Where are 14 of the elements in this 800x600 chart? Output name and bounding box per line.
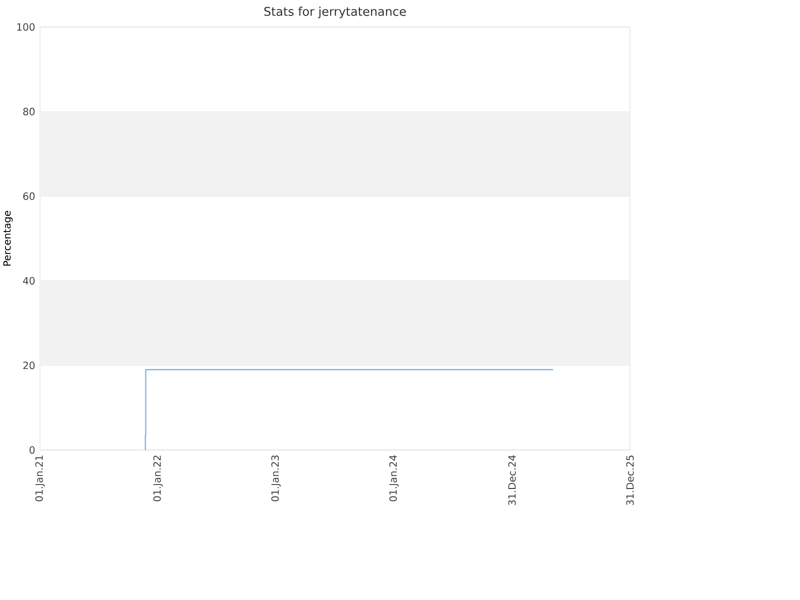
y-tick-label: 20 (23, 362, 35, 370)
x-tick-label: 31.Dec.25 (626, 456, 634, 506)
y-tick-label: 40 (23, 277, 35, 285)
x-tick-label: 31.Dec.24 (508, 455, 516, 506)
y-axis-title: Percentage (3, 210, 13, 266)
x-tick-label: 01.Jan.22 (153, 456, 163, 502)
x-tick-label: 01.Jan.24 (389, 455, 399, 502)
y-tick-label: 80 (23, 108, 35, 116)
x-tick-label: 01.Jan.21 (35, 456, 45, 502)
y-tick-label: 60 (23, 192, 35, 200)
chart-title: Stats for jerrytatenance (264, 6, 406, 18)
y-tick-label: 100 (17, 23, 35, 31)
x-tick-label: 01.Jan.23 (271, 456, 281, 502)
y-tick-label: 0 (30, 446, 35, 454)
